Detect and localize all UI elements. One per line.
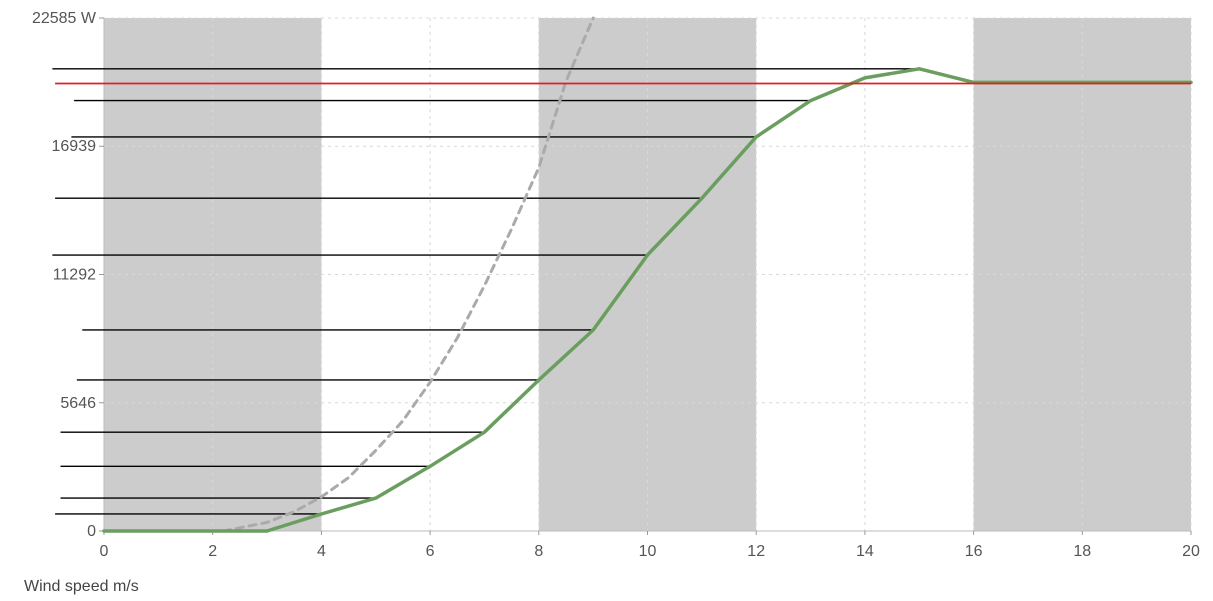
x-tick-label-8: 16 <box>965 543 983 560</box>
x-tick-label-7: 14 <box>856 543 874 560</box>
y-tick-label-1: 5646 <box>60 395 96 412</box>
y-tick-label-2: 11292 <box>53 267 96 284</box>
x-tick-label-5: 10 <box>639 543 657 560</box>
x-tick-label-1: 2 <box>208 543 217 560</box>
x-axis-title: Wind speed m/s <box>24 578 139 595</box>
series-lines <box>102 16 1193 533</box>
y-tick-label-0: 0 <box>87 523 96 540</box>
tick-labels: 0 5646 11292 16939 22585 W 0 2 4 6 8 10 12 14 16 18 20 <box>32 10 1200 560</box>
stair-lines <box>52 68 920 515</box>
axes <box>99 17 1192 535</box>
x-tick-label-9: 18 <box>1073 543 1091 560</box>
x-tick-label-10: 20 <box>1182 543 1200 560</box>
grid-lines <box>104 17 1192 531</box>
y-tick-label-3: 16939 <box>52 138 97 155</box>
x-tick-label-4: 8 <box>534 543 543 560</box>
x-tick-label-0: 0 <box>100 543 109 560</box>
series-line-1 <box>222 16 595 533</box>
series-line-0 <box>102 67 1193 533</box>
x-tick-label-3: 6 <box>426 543 435 560</box>
y-tick-label-4: 22585 W <box>32 10 97 27</box>
x-tick-label-6: 12 <box>747 543 765 560</box>
x-tick-label-2: 4 <box>317 543 326 560</box>
